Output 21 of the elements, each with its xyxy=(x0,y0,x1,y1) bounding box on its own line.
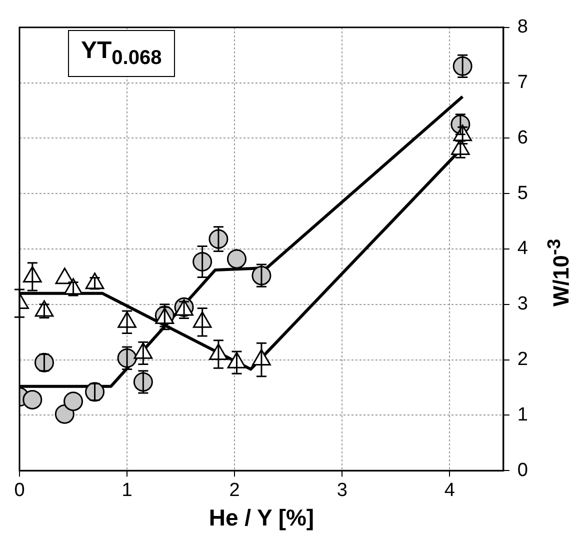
y-tick-label: 1 xyxy=(517,404,528,426)
annotation: YT$_{0.068}$ xyxy=(68,30,175,77)
x-tick-label: 2 xyxy=(229,480,240,502)
point xyxy=(226,249,246,269)
x-axis-title: He / Y [%] xyxy=(208,504,314,531)
x-tick-label: 0 xyxy=(14,480,25,502)
y-tick-label: 5 xyxy=(517,182,528,204)
y-tick-label: 0 xyxy=(517,460,528,481)
x-tick-label: 3 xyxy=(336,480,348,502)
x-tick-label: 1 xyxy=(122,480,132,502)
point xyxy=(22,390,42,410)
y-tick-label: 2 xyxy=(517,349,528,370)
y-tick-label: 8 xyxy=(517,16,528,38)
point xyxy=(85,382,105,402)
point xyxy=(34,352,54,372)
x-tick-label: 4 xyxy=(444,480,456,502)
y-tick-label: 7 xyxy=(517,72,528,94)
y-tick-label: 6 xyxy=(517,127,528,148)
y-tick-label: 3 xyxy=(517,294,528,315)
y-tick-label: 4 xyxy=(517,238,528,260)
point xyxy=(64,392,84,412)
